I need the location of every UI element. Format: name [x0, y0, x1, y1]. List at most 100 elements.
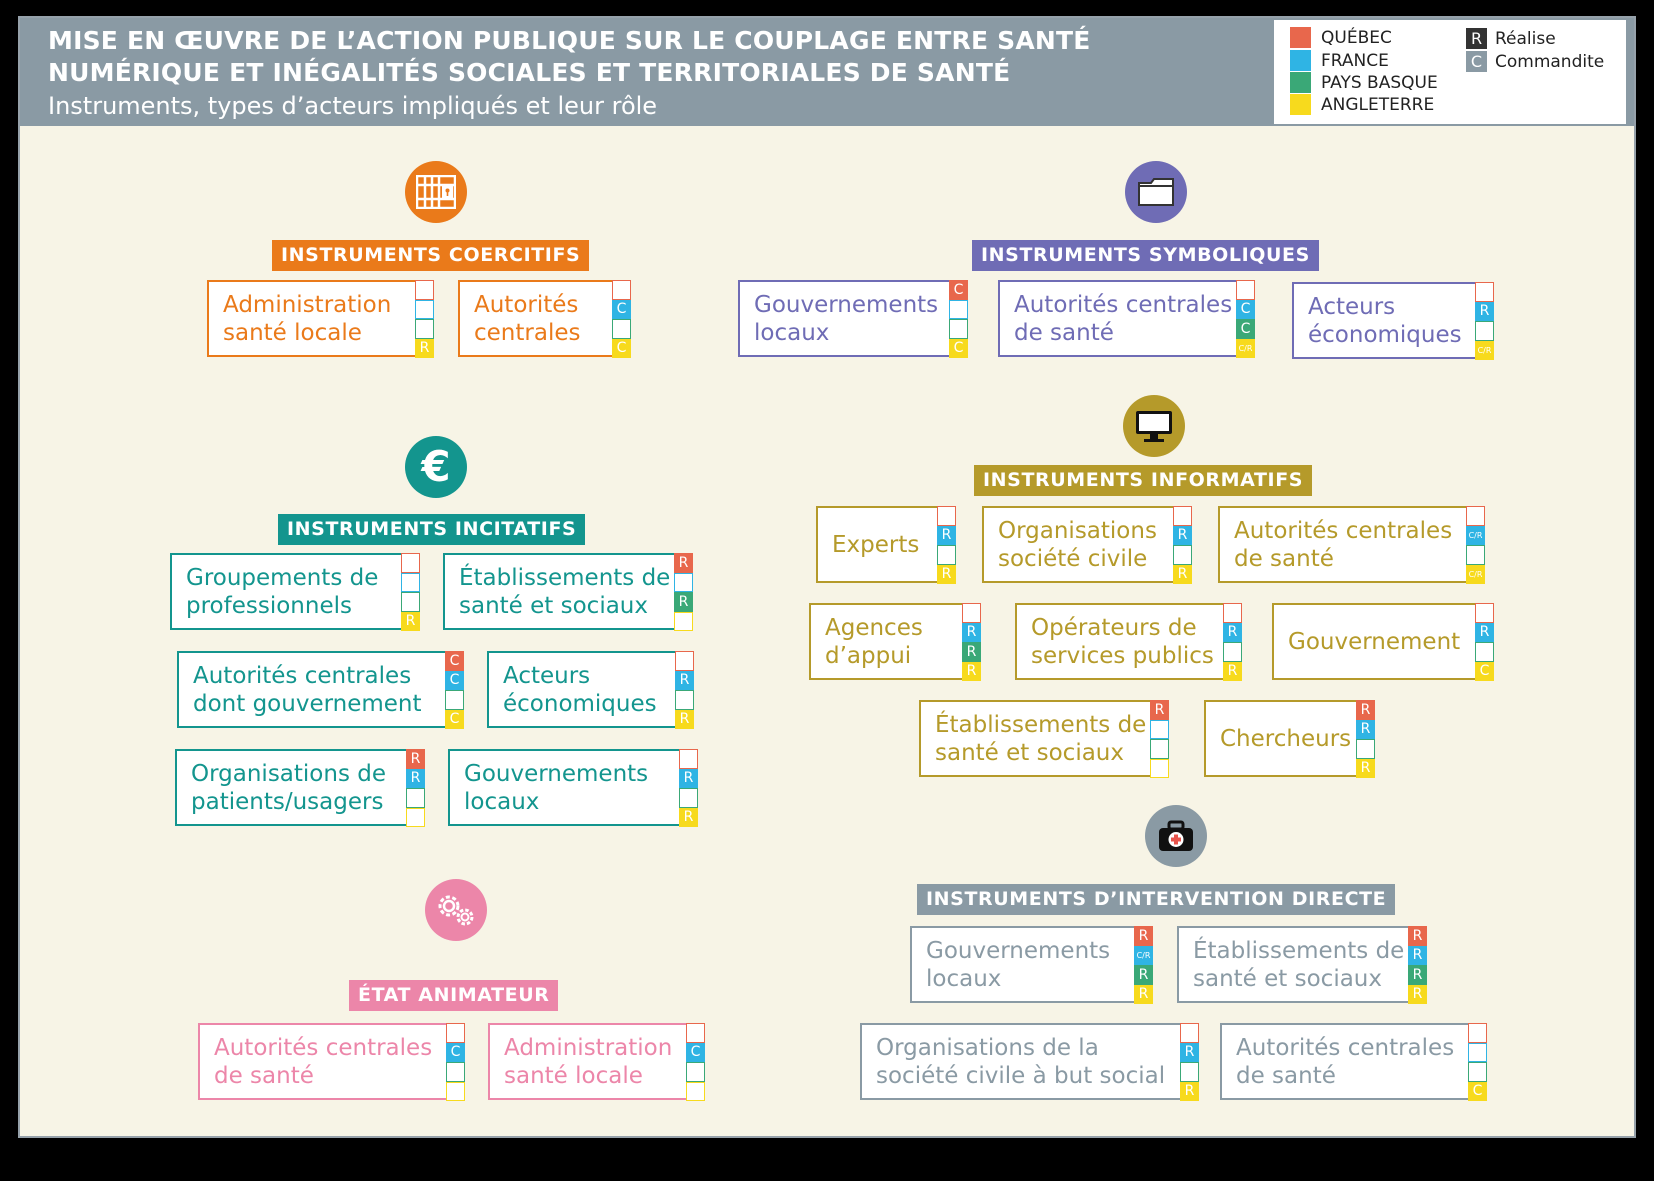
- role-cell: [1180, 1023, 1199, 1043]
- role-cell: [401, 553, 420, 573]
- legend-role-letter: C: [1466, 51, 1487, 72]
- actor-label: Gouvernements locaux: [464, 760, 649, 815]
- role-cell: [415, 319, 434, 339]
- legend-country-angleterre: ANGLETERRE: [1290, 94, 1434, 115]
- legend-swatch: [1290, 94, 1311, 115]
- role-cell: R: [1408, 926, 1427, 946]
- actor-label: Acteurs économiques: [503, 662, 657, 717]
- first-aid-kit-icon: [1145, 805, 1207, 867]
- role-cell: R: [674, 553, 693, 573]
- actor-box: Administration santé locale R: [207, 280, 434, 358]
- actor-label: Groupements de professionnels: [186, 564, 379, 619]
- role-cell: C: [445, 670, 464, 690]
- legend-swatch: [1290, 50, 1311, 71]
- role-cell: [446, 1081, 465, 1101]
- role-cell: [1468, 1042, 1487, 1062]
- role-cell: [1475, 321, 1494, 341]
- actor-box: Acteurs économiques R R: [487, 651, 694, 729]
- legend-country-label: PAYS BASQUE: [1321, 72, 1438, 93]
- role-cell: [1236, 280, 1255, 300]
- role-cell: [415, 299, 434, 319]
- role-cell: R: [675, 670, 694, 690]
- role-cell: [1150, 758, 1169, 778]
- monitor-icon: [1123, 395, 1185, 457]
- role-cell: C/R: [1466, 525, 1485, 545]
- role-cell: R: [1408, 965, 1427, 985]
- actor-label: Autorités centrales dont gouvernement: [193, 662, 422, 717]
- actor-box: Agences d’appui R R R: [809, 603, 981, 681]
- actor-label: Chercheurs: [1220, 725, 1352, 752]
- role-cell: [1150, 719, 1169, 739]
- legend-country-quebec: QUÉBEC: [1290, 27, 1392, 48]
- role-cell: C: [1475, 661, 1494, 681]
- role-cell: [686, 1062, 705, 1082]
- actor-box: Autorités centrales de santé C/R C/R: [1218, 506, 1485, 584]
- role-cell: R: [962, 642, 981, 662]
- actor-box: Organisations de patients/usagers R R: [175, 749, 425, 827]
- role-cell: [446, 1023, 465, 1043]
- role-cell: [1466, 545, 1485, 565]
- role-indicator: R: [415, 280, 434, 358]
- role-cell: [937, 506, 956, 526]
- actor-label: Gouvernements locaux: [754, 291, 939, 346]
- actor-label: Autorités centrales: [474, 291, 581, 346]
- role-cell: [1173, 545, 1192, 565]
- actor-label: Établissements de santé et sociaux: [1193, 937, 1405, 992]
- role-cell: C: [949, 280, 968, 300]
- legend-country-france: FRANCE: [1290, 50, 1389, 71]
- role-cell: [446, 1062, 465, 1082]
- role-cell: [1180, 1062, 1199, 1082]
- role-indicator: C: [446, 1023, 465, 1101]
- legend-swatch: [1290, 27, 1311, 48]
- role-cell: C: [686, 1042, 705, 1062]
- actor-box: Autorités centrales de santé C: [1220, 1023, 1487, 1101]
- role-cell: [1475, 642, 1494, 662]
- actor-box: Groupements de professionnels R: [170, 553, 420, 631]
- role-cell: [401, 572, 420, 592]
- actor-label: Administration santé locale: [504, 1034, 673, 1089]
- role-cell: [415, 280, 434, 300]
- role-cell: [1223, 603, 1242, 623]
- actor-box: Gouvernements locaux R C/R R R: [910, 926, 1153, 1004]
- actor-box: Établissements de santé et sociaux R R R R: [1177, 926, 1427, 1004]
- role-cell: [686, 1081, 705, 1101]
- role-cell: C: [612, 299, 631, 319]
- actor-box: Chercheurs R R R: [1204, 700, 1375, 778]
- role-cell: R: [679, 807, 698, 827]
- legend-country-label: FRANCE: [1321, 50, 1389, 71]
- role-indicator: R: [1150, 700, 1169, 778]
- role-cell: [612, 319, 631, 339]
- role-cell: [962, 603, 981, 623]
- role-cell: R: [937, 525, 956, 545]
- role-cell: R: [406, 749, 425, 769]
- role-cell: R: [401, 611, 420, 631]
- role-cell: [675, 651, 694, 671]
- role-cell: [1173, 506, 1192, 526]
- actor-label: Organisations de patients/usagers: [191, 760, 386, 815]
- folder-icon: [1125, 161, 1187, 223]
- subtitle: Instruments, types d’acteurs impliqués e…: [48, 92, 658, 120]
- legend-country-pays-basque: PAYS BASQUE: [1290, 72, 1438, 93]
- role-cell: C/R: [1475, 340, 1494, 360]
- role-cell: R: [1180, 1042, 1199, 1062]
- actor-label: Autorités centrales de santé: [214, 1034, 433, 1089]
- legend-country-label: ANGLETERRE: [1321, 94, 1435, 115]
- legend-role-commandite: C Commandite: [1466, 51, 1604, 72]
- role-cell: C: [612, 338, 631, 358]
- role-cell: [406, 807, 425, 827]
- role-cell: R: [1134, 926, 1153, 946]
- role-cell: R: [679, 768, 698, 788]
- role-cell: R: [1134, 965, 1153, 985]
- role-cell: C: [446, 1042, 465, 1062]
- legend-role-letter: R: [1466, 28, 1487, 49]
- actor-box: Gouvernements locaux C C: [738, 280, 968, 358]
- role-indicator: R C/R R R: [1134, 926, 1153, 1004]
- section-title-etat-animateur: ÉTAT ANIMATEUR: [349, 980, 559, 1011]
- role-cell: R: [937, 564, 956, 584]
